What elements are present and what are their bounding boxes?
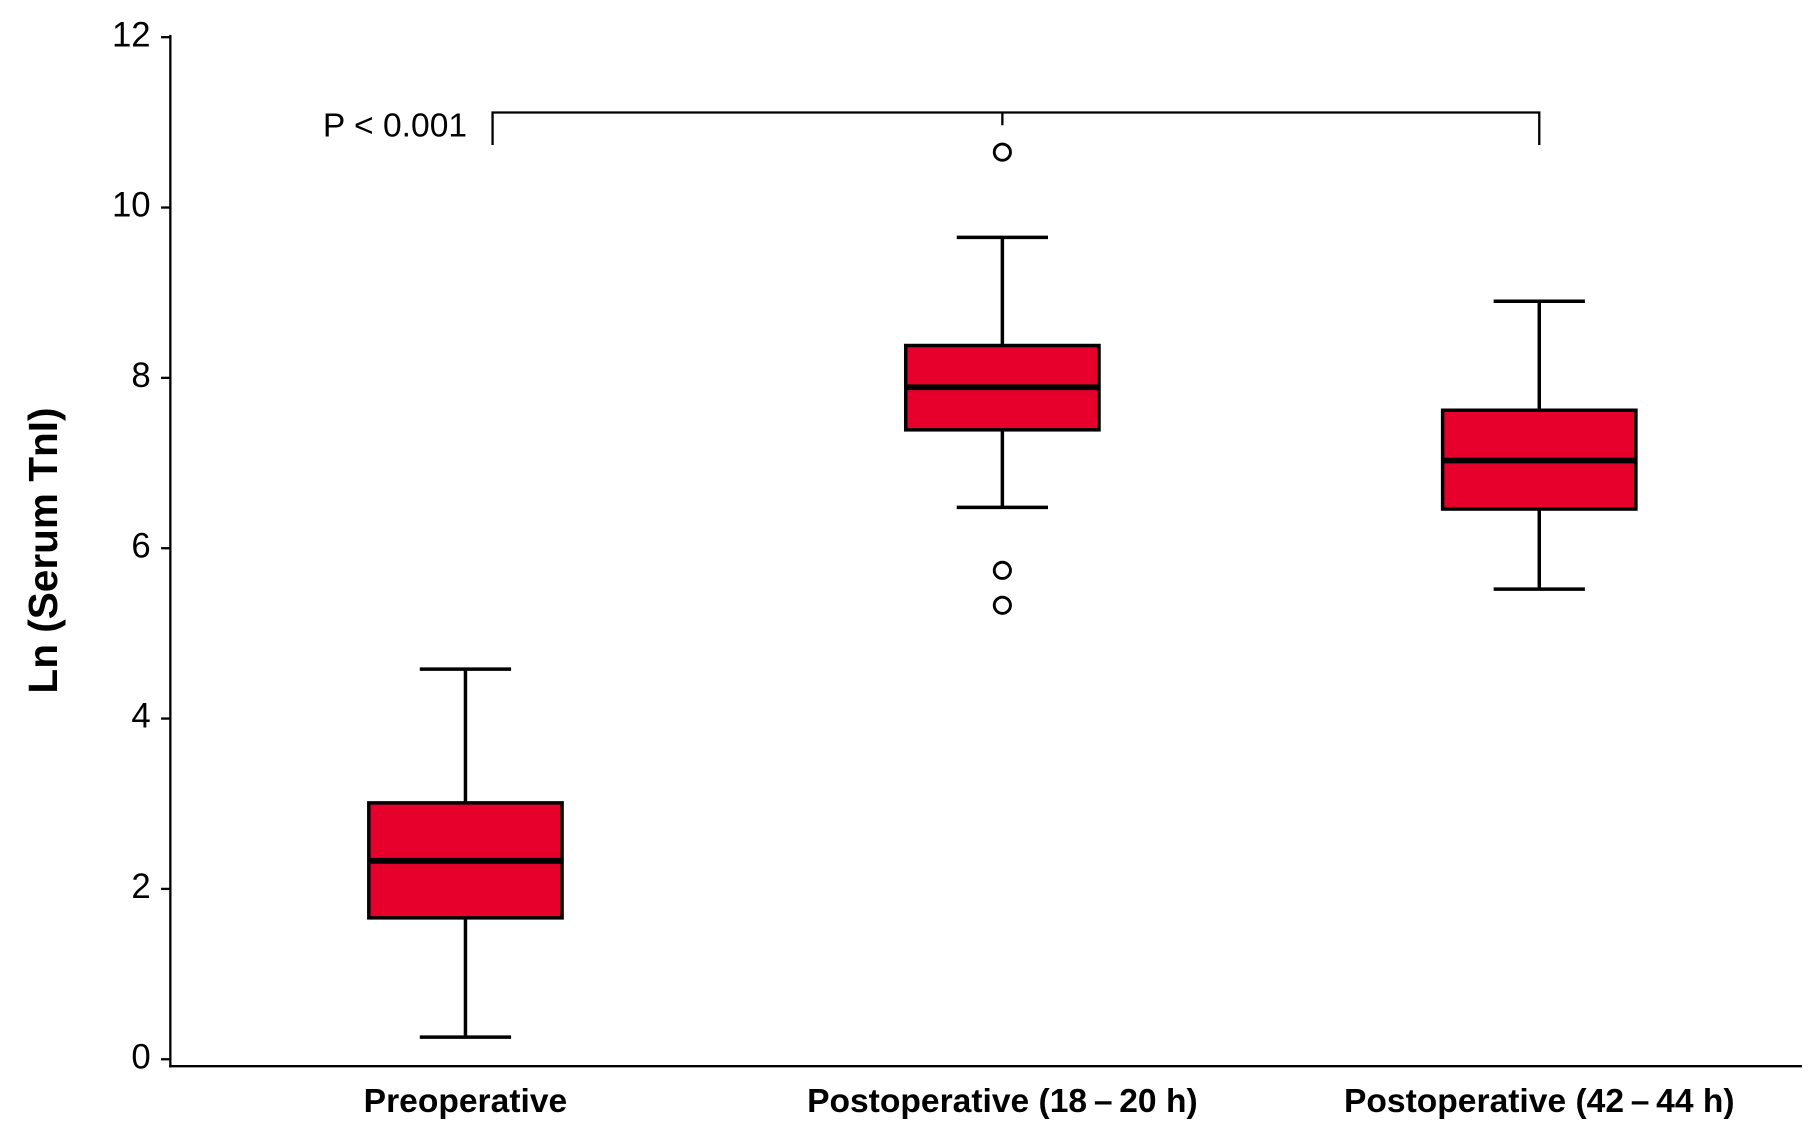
- significance-bracket: [491, 111, 1541, 145]
- y-tick-label: 0: [131, 1038, 150, 1076]
- outlier: [992, 142, 1012, 162]
- x-tick-label: Preoperative: [364, 1083, 568, 1120]
- outlier: [992, 595, 1012, 615]
- y-tick-label: 4: [131, 698, 150, 736]
- x-tick-label: Postoperative (18 – 20 h): [807, 1083, 1198, 1120]
- y-axis-label: Ln (Serum TnI): [20, 407, 66, 693]
- y-tick-label: 6: [131, 527, 150, 565]
- annotation: P < 0.001: [323, 107, 467, 144]
- y-tick-label: 8: [131, 357, 150, 395]
- x-tick-label: Postoperative (42 – 44 h): [1344, 1083, 1735, 1120]
- y-tick-label: 10: [112, 187, 151, 225]
- outlier: [992, 560, 1012, 580]
- y-tick-label: 2: [131, 868, 150, 906]
- y-tick-label: 12: [112, 16, 151, 54]
